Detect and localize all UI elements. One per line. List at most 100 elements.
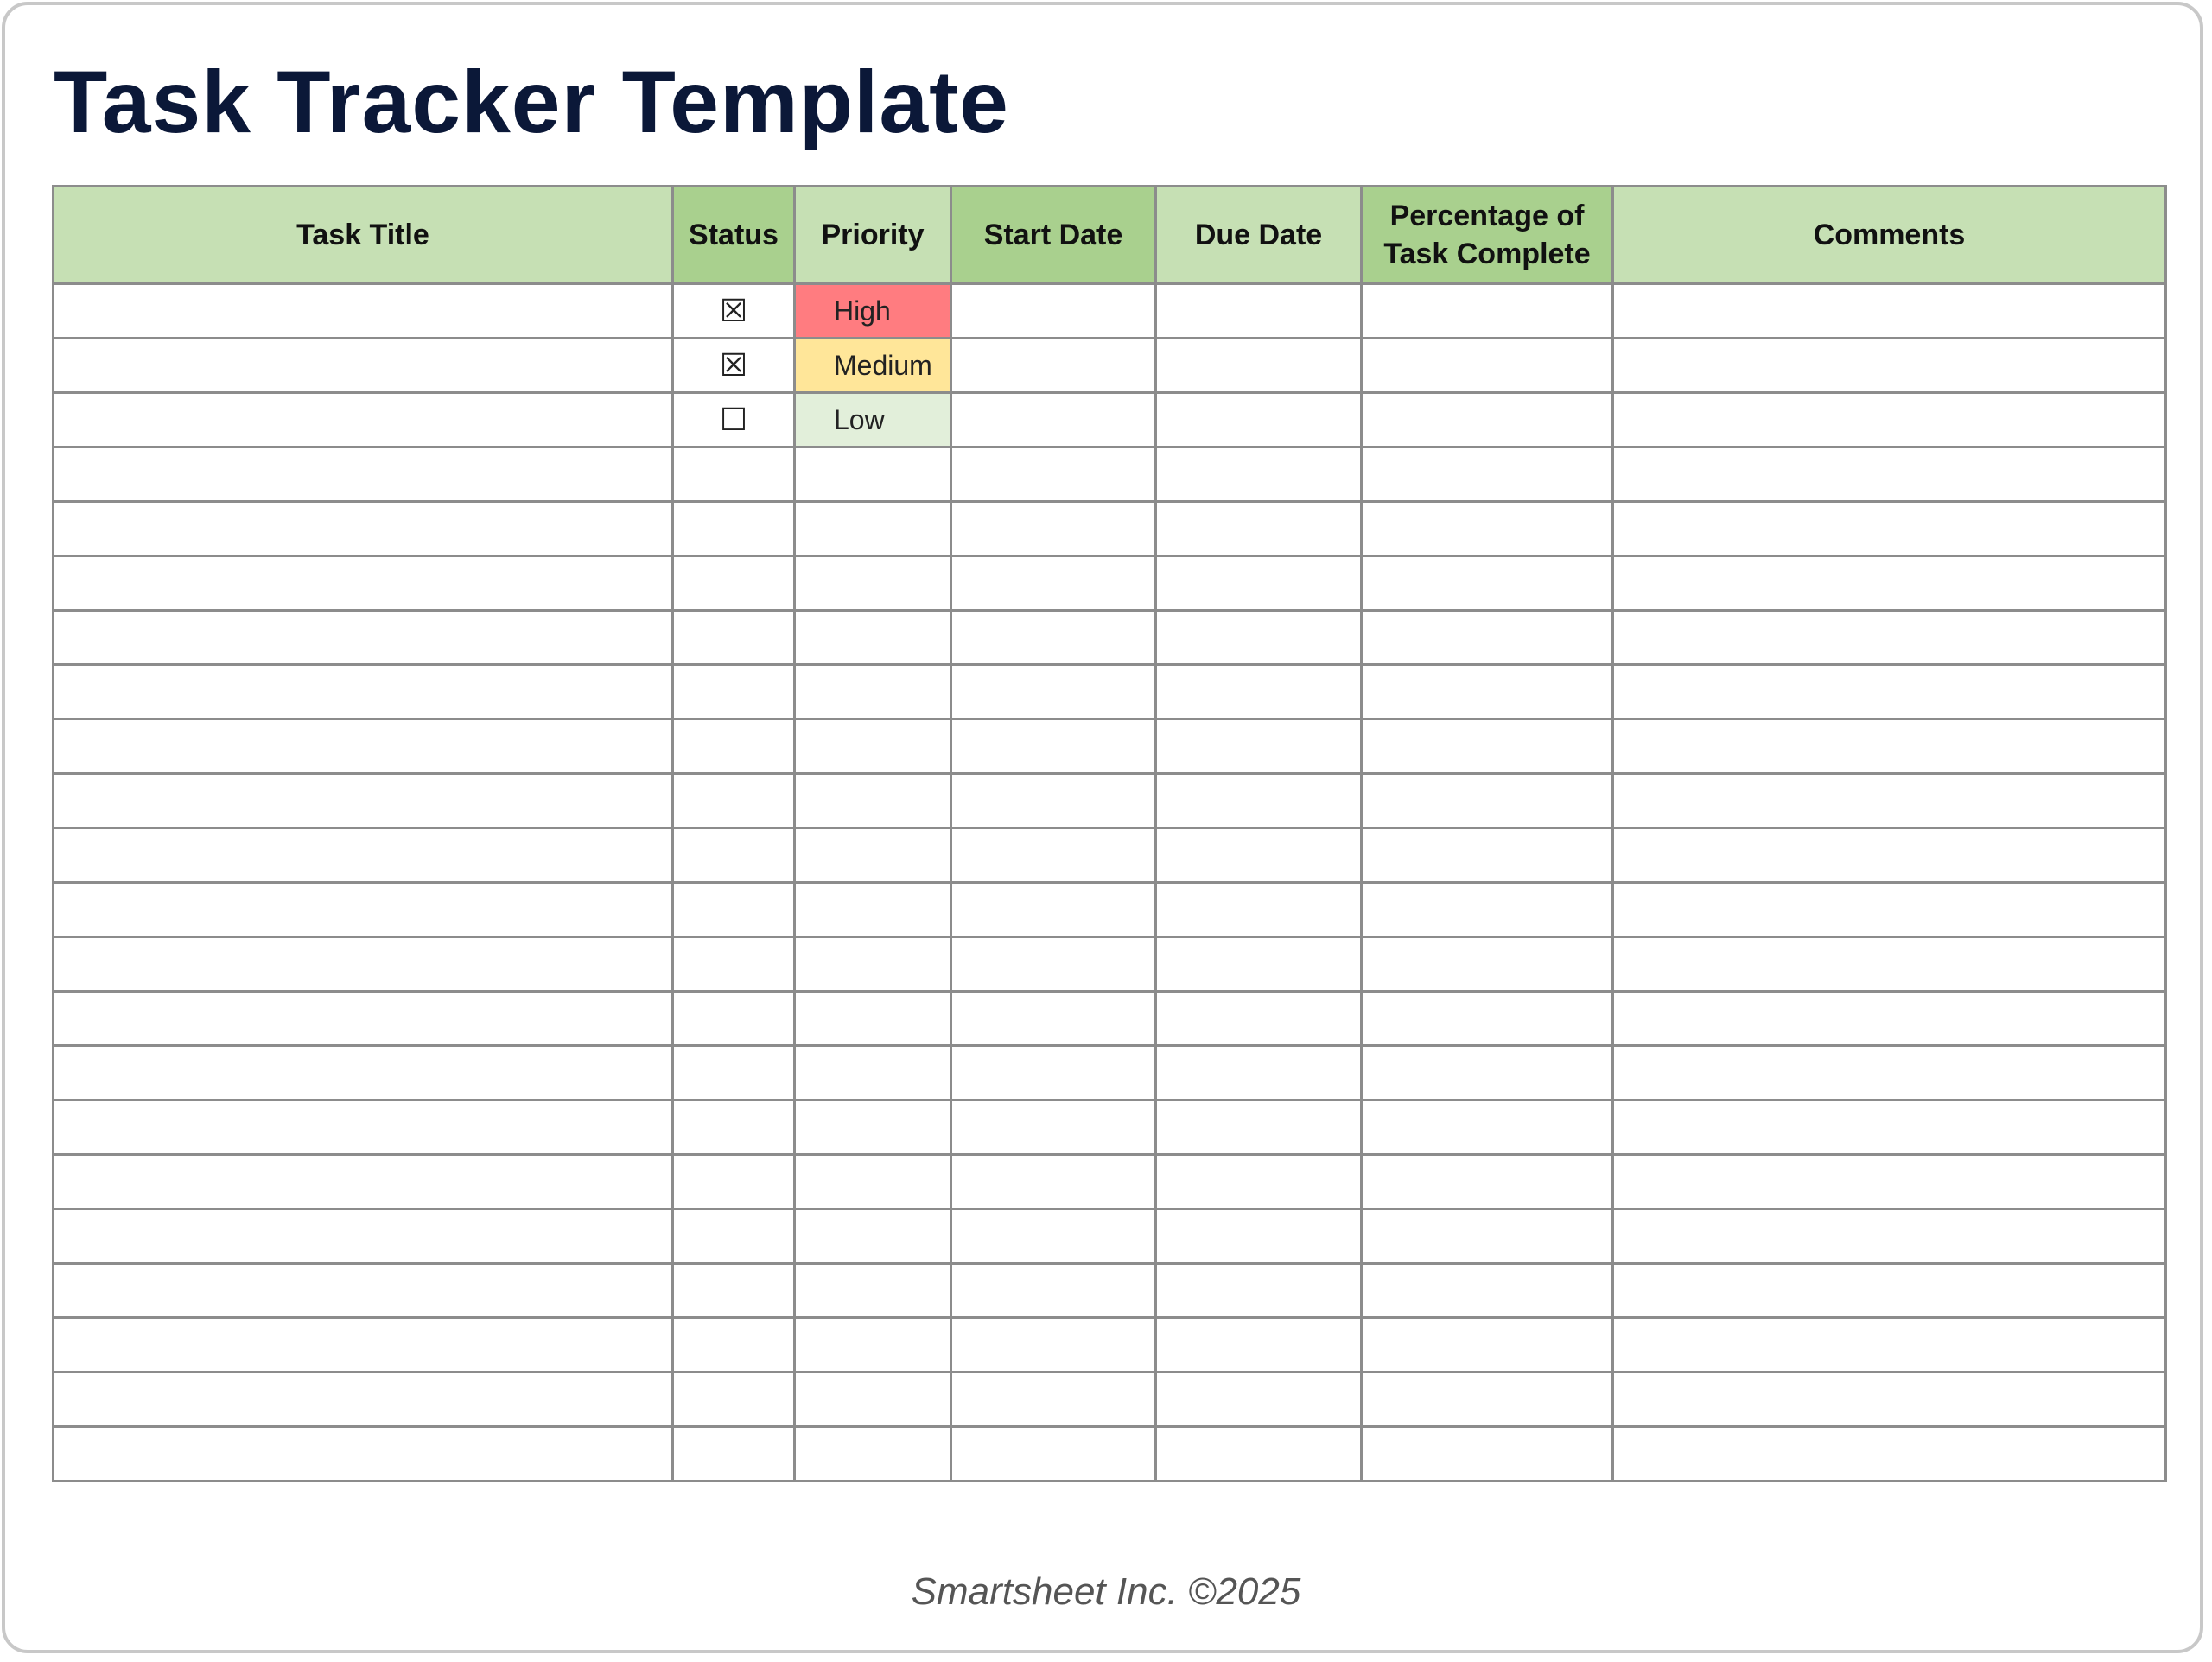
priority-cell[interactable] [793, 772, 952, 829]
start-date-cell[interactable] [950, 337, 1157, 394]
status-checkbox[interactable] [671, 1044, 796, 1101]
start-date-cell[interactable] [950, 827, 1157, 884]
start-date-cell[interactable] [950, 936, 1157, 993]
due-date-cell[interactable] [1154, 282, 1363, 339]
due-date-cell[interactable] [1154, 881, 1363, 938]
status-checkbox[interactable] [671, 663, 796, 720]
percent-complete-cell[interactable] [1360, 1425, 1614, 1482]
start-date-cell[interactable] [950, 555, 1157, 612]
due-date-cell[interactable] [1154, 1208, 1363, 1265]
comments-cell[interactable] [1611, 718, 2167, 775]
task-title-cell[interactable] [52, 1099, 674, 1156]
comments-cell[interactable] [1611, 1371, 2167, 1428]
due-date-cell[interactable] [1154, 337, 1363, 394]
percent-complete-cell[interactable] [1360, 663, 1614, 720]
due-date-cell[interactable] [1154, 936, 1363, 993]
status-checkbox[interactable] [671, 609, 796, 666]
start-date-cell[interactable] [950, 609, 1157, 666]
comments-cell[interactable] [1611, 772, 2167, 829]
comments-cell[interactable] [1611, 500, 2167, 557]
status-checkbox[interactable] [671, 827, 796, 884]
priority-cell[interactable] [793, 1153, 952, 1210]
percent-complete-cell[interactable] [1360, 881, 1614, 938]
comments-cell[interactable] [1611, 446, 2167, 503]
comments-cell[interactable] [1611, 1153, 2167, 1210]
percent-complete-cell[interactable] [1360, 1099, 1614, 1156]
priority-cell[interactable] [793, 1208, 952, 1265]
priority-cell[interactable]: Medium [793, 337, 952, 394]
status-checkbox[interactable] [671, 1262, 796, 1319]
comments-cell[interactable] [1611, 1425, 2167, 1482]
percent-complete-cell[interactable] [1360, 391, 1614, 448]
task-title-cell[interactable] [52, 936, 674, 993]
due-date-cell[interactable] [1154, 772, 1363, 829]
task-title-cell[interactable] [52, 1044, 674, 1101]
comments-cell[interactable] [1611, 609, 2167, 666]
due-date-cell[interactable] [1154, 663, 1363, 720]
status-checkbox[interactable] [671, 1099, 796, 1156]
priority-cell[interactable] [793, 663, 952, 720]
status-checkbox[interactable]: ☒ [671, 337, 796, 394]
comments-cell[interactable] [1611, 990, 2167, 1047]
start-date-cell[interactable] [950, 1153, 1157, 1210]
due-date-cell[interactable] [1154, 391, 1363, 448]
comments-cell[interactable] [1611, 337, 2167, 394]
priority-cell[interactable] [793, 446, 952, 503]
due-date-cell[interactable] [1154, 990, 1363, 1047]
due-date-cell[interactable] [1154, 1153, 1363, 1210]
comments-cell[interactable] [1611, 555, 2167, 612]
task-title-cell[interactable] [52, 990, 674, 1047]
start-date-cell[interactable] [950, 718, 1157, 775]
comments-cell[interactable] [1611, 827, 2167, 884]
start-date-cell[interactable] [950, 772, 1157, 829]
comments-cell[interactable] [1611, 282, 2167, 339]
due-date-cell[interactable] [1154, 1044, 1363, 1101]
due-date-cell[interactable] [1154, 1371, 1363, 1428]
status-checkbox[interactable] [671, 990, 796, 1047]
task-title-cell[interactable] [52, 609, 674, 666]
percent-complete-cell[interactable] [1360, 1208, 1614, 1265]
status-checkbox[interactable] [671, 1208, 796, 1265]
comments-cell[interactable] [1611, 391, 2167, 448]
status-checkbox[interactable] [671, 936, 796, 993]
priority-cell[interactable] [793, 827, 952, 884]
priority-cell[interactable] [793, 881, 952, 938]
due-date-cell[interactable] [1154, 1099, 1363, 1156]
status-checkbox[interactable] [671, 1425, 796, 1482]
status-checkbox[interactable] [671, 1153, 796, 1210]
priority-cell[interactable] [793, 936, 952, 993]
priority-cell[interactable] [793, 718, 952, 775]
percent-complete-cell[interactable] [1360, 936, 1614, 993]
task-title-cell[interactable] [52, 881, 674, 938]
status-checkbox[interactable] [671, 1316, 796, 1373]
due-date-cell[interactable] [1154, 1425, 1363, 1482]
status-checkbox[interactable] [671, 772, 796, 829]
percent-complete-cell[interactable] [1360, 337, 1614, 394]
percent-complete-cell[interactable] [1360, 1316, 1614, 1373]
start-date-cell[interactable] [950, 500, 1157, 557]
task-title-cell[interactable] [52, 282, 674, 339]
priority-cell[interactable] [793, 1371, 952, 1428]
start-date-cell[interactable] [950, 1316, 1157, 1373]
task-title-cell[interactable] [52, 500, 674, 557]
start-date-cell[interactable] [950, 990, 1157, 1047]
task-title-cell[interactable] [52, 337, 674, 394]
percent-complete-cell[interactable] [1360, 990, 1614, 1047]
comments-cell[interactable] [1611, 1044, 2167, 1101]
comments-cell[interactable] [1611, 1099, 2167, 1156]
status-checkbox[interactable] [671, 1371, 796, 1428]
due-date-cell[interactable] [1154, 446, 1363, 503]
due-date-cell[interactable] [1154, 1316, 1363, 1373]
priority-cell[interactable] [793, 555, 952, 612]
percent-complete-cell[interactable] [1360, 1262, 1614, 1319]
task-title-cell[interactable] [52, 555, 674, 612]
status-checkbox[interactable] [671, 500, 796, 557]
priority-cell[interactable] [793, 1044, 952, 1101]
task-title-cell[interactable] [52, 391, 674, 448]
priority-cell[interactable] [793, 500, 952, 557]
percent-complete-cell[interactable] [1360, 500, 1614, 557]
start-date-cell[interactable] [950, 1044, 1157, 1101]
comments-cell[interactable] [1611, 1316, 2167, 1373]
task-title-cell[interactable] [52, 1153, 674, 1210]
percent-complete-cell[interactable] [1360, 1371, 1614, 1428]
